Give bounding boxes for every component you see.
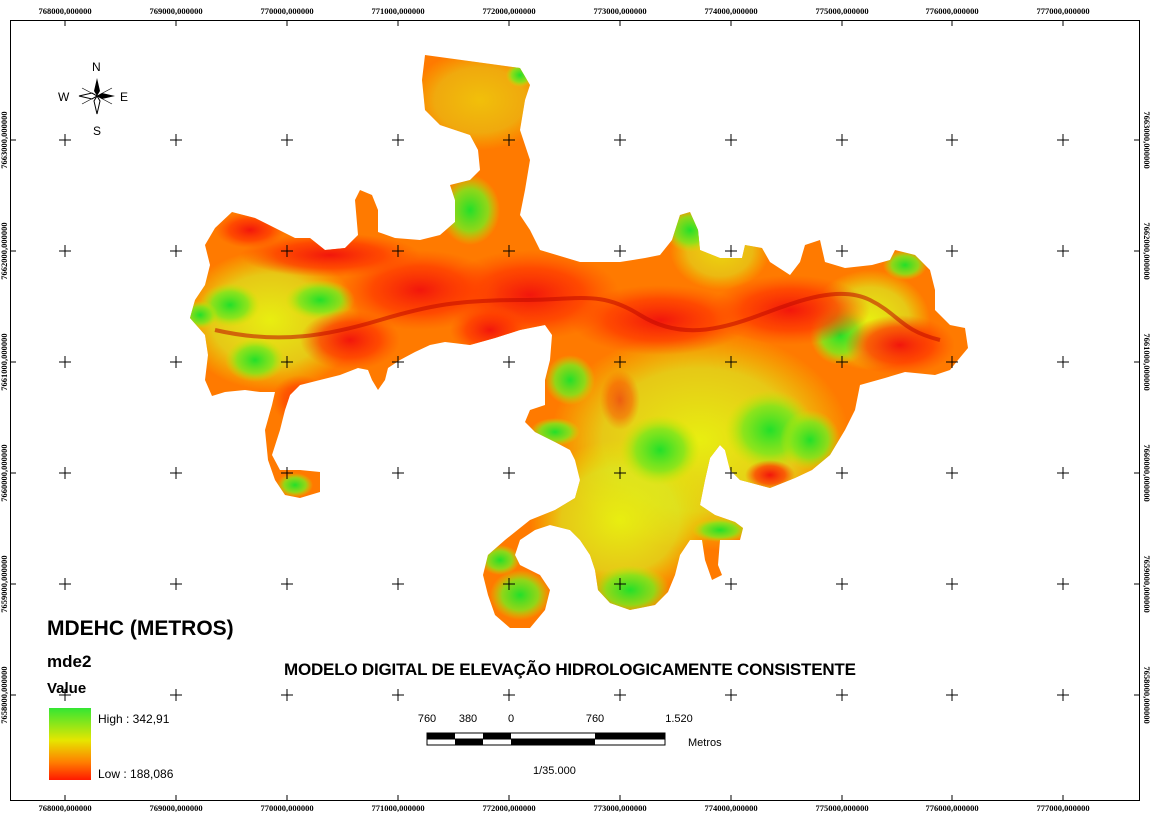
legend-field-name: Value [47,680,87,697]
x-coordinate-label: 771000,000000 [371,6,425,16]
x-coordinate-label: 773000,000000 [593,803,647,813]
scale-bar-label: 760 [585,713,605,725]
north-label: N [92,60,101,74]
x-coordinate-label: 777000,000000 [1036,6,1090,16]
x-coordinate-label: 769000,000000 [149,803,203,813]
x-coordinate-label: 775000,000000 [815,803,869,813]
x-coordinate-label: 769000,000000 [149,6,203,16]
x-coordinate-label: 768000,000000 [38,6,92,16]
y-coordinate-label: 7658000,000000 [0,666,9,724]
west-label: W [58,90,70,104]
x-coordinate-label: 768000,000000 [38,803,92,813]
y-coordinate-label: 7659000,000000 [1142,555,1152,613]
legend-title: MDEHC (METROS) [47,617,234,640]
y-coordinate-label: 7661000,000000 [1142,333,1152,391]
scale-bar-label: 380 [458,713,478,725]
map-title: MODELO DIGITAL DE ELEVAÇÃO HIDROLOGICAME… [284,660,856,679]
scale-bar-units: Metros [688,737,722,749]
south-label: S [93,124,102,138]
map-frame [10,20,1140,801]
legend-layer-name: mde2 [47,652,92,671]
y-coordinate-label: 7662000,000000 [0,222,9,280]
x-coordinate-label: 770000,000000 [260,803,314,813]
legend-color-ramp [49,708,91,780]
y-coordinate-label: 7661000,000000 [0,333,9,391]
scale-bar-label: 760 [417,713,437,725]
scale-bar [426,732,666,746]
x-coordinate-label: 770000,000000 [260,6,314,16]
elevation-raster [190,55,968,628]
x-coordinate-label: 776000,000000 [925,6,979,16]
y-coordinate-label: 7662000,000000 [1142,222,1152,280]
legend-high-label: High : 342,91 [98,712,170,726]
y-coordinate-label: 7663000,000000 [0,111,9,169]
scale-bar-label: 1.520 [665,713,693,725]
y-coordinate-label: 7660000,000000 [1142,444,1152,502]
map-scale-ratio: 1/35.000 [533,765,576,777]
east-label: E [120,90,129,104]
frame-ticks [10,20,1140,801]
north-arrow-icon [78,78,115,115]
y-coordinate-label: 7660000,000000 [0,444,9,502]
x-coordinate-label: 772000,000000 [482,6,536,16]
y-coordinate-label: 7658000,000000 [1142,666,1152,724]
x-coordinate-label: 774000,000000 [704,6,758,16]
legend-low-label: Low : 188,086 [98,767,174,781]
y-coordinate-label: 7663000,000000 [1142,111,1152,169]
y-coordinate-label: 7659000,000000 [0,555,9,613]
x-coordinate-label: 776000,000000 [925,803,979,813]
x-coordinate-label: 775000,000000 [815,6,869,16]
graticule-crosses [59,134,1069,701]
x-coordinate-label: 777000,000000 [1036,803,1090,813]
x-coordinate-label: 771000,000000 [371,803,425,813]
x-coordinate-label: 772000,000000 [482,803,536,813]
x-coordinate-label: 773000,000000 [593,6,647,16]
scale-bar-label: 0 [507,713,515,725]
x-coordinate-label: 774000,000000 [704,803,758,813]
